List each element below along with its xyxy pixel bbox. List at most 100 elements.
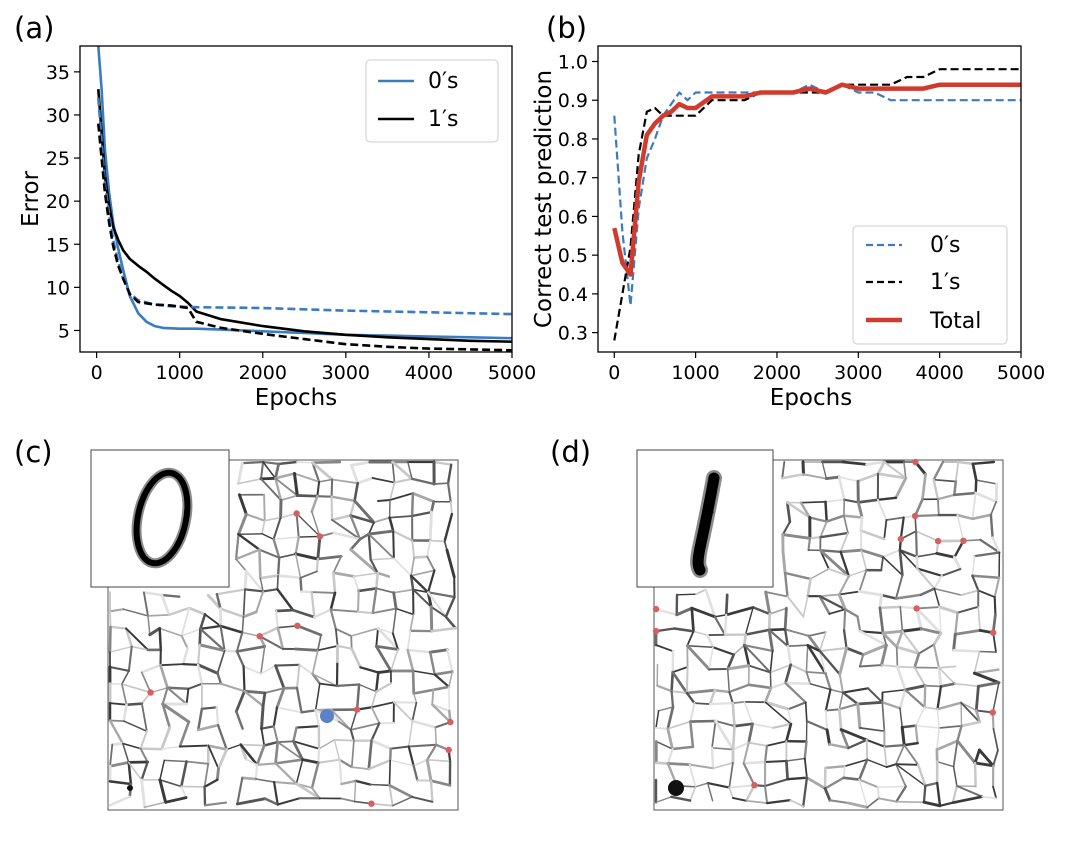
network-edge [140,702,148,733]
network-edge [956,605,980,614]
xtick-label-b: 0 [608,362,620,384]
network-edge [726,653,736,671]
network-edge [388,516,395,533]
network-edge [446,648,454,673]
network-edge [772,722,793,729]
network-edge [367,532,372,561]
network-edge [726,664,751,671]
network-edge [655,796,672,804]
network-edge [276,574,279,591]
network-edge [411,795,434,803]
network-edge [235,631,244,653]
network-edge [374,644,400,651]
network-edge [977,605,981,632]
network-edge [310,591,336,594]
network-edge [655,710,660,729]
network-edge [160,726,172,751]
network-edge [971,555,976,577]
network-edge [895,629,904,649]
network-edge [764,591,789,598]
ytick-label-a: 30 [46,105,70,127]
network-edge [973,668,1000,675]
network-edge [824,500,828,523]
network-edge [274,664,286,690]
network-edge [666,762,691,766]
network-edge [923,684,927,709]
network-edge [843,498,860,504]
network-edge [803,757,808,779]
network-edge [407,745,415,767]
network-edge [744,606,754,636]
network-node-red [911,512,919,520]
network-edge [915,606,941,610]
network-edge [207,744,220,770]
network-edge [838,476,859,482]
network-edge [237,493,248,516]
network-edge [332,555,343,574]
network-edge [292,740,320,750]
network-edge [708,701,734,706]
network-edge [274,762,298,785]
network-edge [293,472,299,497]
network-edge [899,707,903,729]
network-edge [276,574,302,580]
network-edge [932,478,957,483]
network-edge [293,647,320,652]
network-edge [123,720,148,732]
network-edge [215,588,247,596]
network-edge [935,739,959,751]
network-edge [708,688,717,706]
network-edge [301,758,320,765]
network-edge [180,760,188,788]
network-edge [915,607,943,635]
network-edge [215,592,222,610]
panel-label-d: (d) [550,435,591,469]
network-edge [952,648,981,653]
network-edge [292,726,298,743]
network-edge [259,476,277,481]
network-edge [280,494,299,502]
network-edge [340,797,356,803]
network-edge [844,608,859,618]
network-edge [895,646,899,668]
network-edge [876,472,908,480]
network-edge [377,499,391,502]
network-edge [924,781,939,787]
network-edge [371,477,396,484]
network-edge [300,590,313,594]
network-edge [429,651,436,676]
network-edge [865,738,869,761]
network-node-red [652,627,660,635]
network-edge [938,801,954,807]
network-edge [764,686,773,704]
network-edge [237,478,262,485]
network-edge [713,615,727,636]
network-output-node [127,785,133,791]
network-edge [763,778,789,788]
network-edge [823,787,832,802]
network-edge [239,743,259,767]
network-node-red [913,605,920,612]
network-edge [295,782,322,800]
network-edge [903,744,920,766]
network-edge [956,724,963,743]
network-edge [973,551,1001,558]
network-edge [187,606,207,616]
network-edge [296,624,323,637]
network-edge [707,782,714,802]
error-chart-ticks: 0 1000 2000 3000 4000 5000 5 10 15 20 25 30 35 [46,62,536,384]
network-edge [973,761,995,768]
network-edge [108,665,130,672]
network-edge [274,477,283,502]
network-edge [291,608,316,619]
network-edge [808,516,828,523]
network-edge [859,630,885,635]
network-edge [242,588,246,618]
network-edge [427,569,436,594]
network-edge [670,690,688,694]
network-edge [274,472,296,480]
network-edge [915,530,939,542]
network-edge [196,663,204,685]
network-edge [936,701,963,711]
